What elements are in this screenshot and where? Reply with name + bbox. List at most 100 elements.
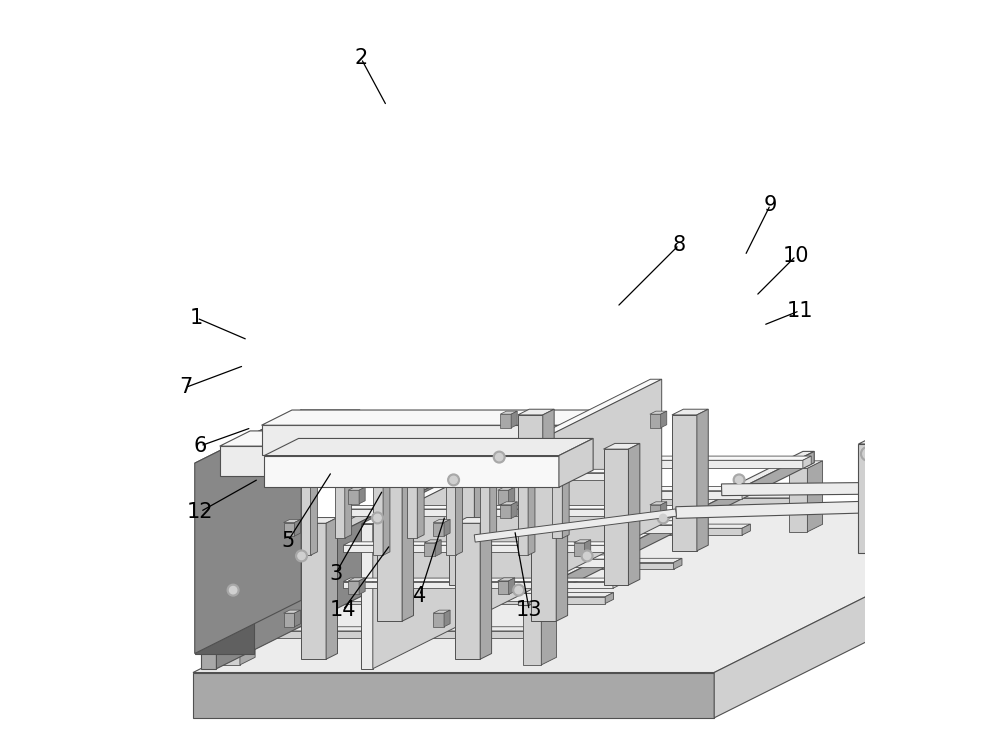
Polygon shape: [886, 431, 910, 553]
Polygon shape: [902, 422, 927, 549]
Polygon shape: [506, 461, 521, 532]
Polygon shape: [435, 539, 441, 556]
Circle shape: [493, 451, 505, 463]
Text: 3: 3: [329, 564, 342, 584]
Polygon shape: [222, 594, 255, 602]
Polygon shape: [500, 411, 517, 414]
Polygon shape: [455, 523, 480, 659]
Circle shape: [735, 477, 743, 484]
Polygon shape: [552, 470, 562, 538]
Polygon shape: [424, 539, 441, 543]
Polygon shape: [284, 523, 294, 536]
Polygon shape: [427, 487, 750, 491]
Polygon shape: [556, 480, 568, 621]
Polygon shape: [871, 433, 885, 442]
Polygon shape: [311, 484, 317, 556]
Circle shape: [496, 453, 503, 461]
Text: 6: 6: [194, 436, 207, 456]
Polygon shape: [509, 487, 515, 504]
Polygon shape: [902, 414, 944, 422]
Polygon shape: [262, 425, 588, 455]
Polygon shape: [348, 577, 365, 581]
Polygon shape: [518, 488, 528, 556]
Polygon shape: [672, 415, 697, 551]
Polygon shape: [518, 484, 535, 488]
Polygon shape: [858, 444, 886, 553]
Polygon shape: [479, 542, 620, 545]
Polygon shape: [509, 577, 515, 594]
Text: 4: 4: [413, 586, 426, 606]
Polygon shape: [326, 518, 337, 659]
Polygon shape: [552, 467, 569, 470]
Polygon shape: [807, 461, 823, 532]
Polygon shape: [433, 610, 450, 613]
Polygon shape: [803, 456, 811, 469]
Polygon shape: [294, 520, 301, 536]
Polygon shape: [488, 469, 506, 532]
Polygon shape: [359, 487, 365, 504]
Polygon shape: [488, 498, 803, 504]
Polygon shape: [220, 431, 576, 446]
Polygon shape: [359, 563, 674, 569]
Polygon shape: [574, 452, 585, 466]
Polygon shape: [343, 473, 468, 480]
Polygon shape: [264, 439, 593, 455]
Polygon shape: [424, 449, 441, 452]
Polygon shape: [402, 480, 414, 621]
Circle shape: [298, 553, 305, 560]
Polygon shape: [222, 589, 545, 594]
Polygon shape: [294, 610, 301, 626]
Polygon shape: [604, 449, 628, 585]
Polygon shape: [264, 455, 559, 488]
Polygon shape: [676, 501, 869, 518]
Polygon shape: [193, 673, 714, 718]
Polygon shape: [377, 485, 402, 621]
Polygon shape: [361, 523, 373, 669]
Polygon shape: [605, 555, 614, 567]
Polygon shape: [468, 469, 475, 480]
Polygon shape: [541, 594, 557, 665]
Polygon shape: [214, 594, 226, 605]
Polygon shape: [343, 542, 475, 545]
Text: 11: 11: [786, 300, 813, 321]
Polygon shape: [488, 493, 811, 498]
Polygon shape: [301, 484, 317, 488]
Polygon shape: [407, 470, 417, 538]
Polygon shape: [479, 506, 620, 509]
Polygon shape: [789, 469, 807, 532]
Polygon shape: [613, 542, 620, 552]
Polygon shape: [498, 491, 509, 504]
Polygon shape: [500, 505, 511, 518]
Polygon shape: [262, 410, 618, 425]
Polygon shape: [456, 484, 462, 556]
Polygon shape: [343, 578, 475, 582]
Polygon shape: [498, 487, 515, 491]
Polygon shape: [803, 493, 811, 504]
Polygon shape: [226, 451, 511, 605]
Polygon shape: [479, 469, 620, 473]
Polygon shape: [284, 520, 301, 523]
Polygon shape: [500, 414, 511, 428]
Polygon shape: [650, 414, 661, 428]
Text: 2: 2: [354, 48, 368, 69]
Circle shape: [296, 550, 307, 561]
Polygon shape: [222, 594, 537, 602]
Polygon shape: [446, 484, 462, 488]
Polygon shape: [427, 491, 742, 499]
Polygon shape: [511, 411, 517, 428]
Polygon shape: [742, 487, 750, 499]
Polygon shape: [301, 488, 311, 556]
Text: 1: 1: [190, 308, 203, 328]
Polygon shape: [674, 520, 682, 533]
Polygon shape: [222, 631, 537, 637]
Polygon shape: [427, 529, 742, 535]
Polygon shape: [433, 520, 450, 523]
Polygon shape: [562, 467, 569, 538]
Polygon shape: [343, 509, 468, 516]
Circle shape: [513, 584, 524, 596]
Polygon shape: [373, 488, 383, 556]
Polygon shape: [661, 501, 667, 518]
Polygon shape: [523, 602, 541, 665]
Polygon shape: [343, 545, 468, 552]
Polygon shape: [195, 410, 360, 463]
